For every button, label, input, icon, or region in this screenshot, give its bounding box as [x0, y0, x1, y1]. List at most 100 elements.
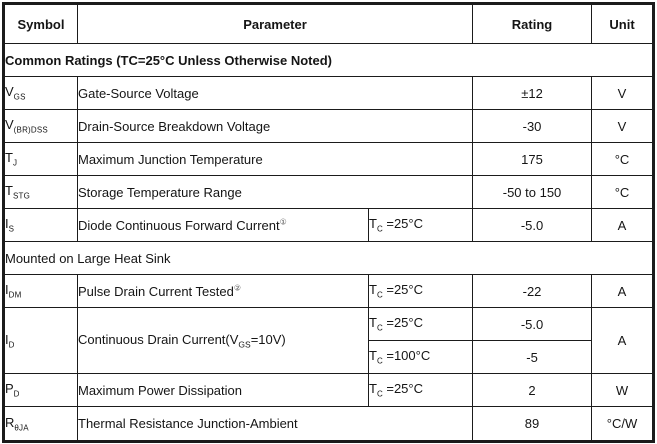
condition-base: T: [369, 216, 377, 232]
condition-cell: TC =100°C: [367, 340, 474, 374]
symbol-subscript: STG: [12, 191, 30, 201]
parameter-text: Continuous Drain Current(V: [78, 331, 239, 347]
parameter-cell: Maximum Power Dissipation: [77, 373, 369, 407]
symbol-cell: IDM: [3, 274, 78, 308]
rating-cell: -50 to 150: [472, 175, 593, 209]
condition-base: T: [369, 315, 377, 331]
table-row-rthja: RθJA Thermal Resistance Junction-Ambient…: [3, 406, 655, 442]
unit-cell: A: [591, 208, 655, 242]
rating-cell: -22: [472, 274, 593, 308]
condition-base: T: [369, 348, 377, 364]
parameter-cell: Maximum Junction Temperature: [76, 142, 474, 176]
symbol-base: T: [5, 183, 13, 199]
parameter-text: Pulse Drain Current Tested: [78, 283, 234, 299]
symbol-base: P: [5, 381, 14, 397]
unit-cell: °C: [591, 175, 655, 209]
condition-subscript: C: [376, 356, 383, 366]
symbol-cell: PD: [3, 373, 78, 407]
rating-cell: 89: [472, 406, 593, 442]
symbol-base: I: [5, 216, 9, 232]
parameter-cell: Drain-Source Breakdown Voltage: [76, 109, 474, 143]
parameter-text-end: =10V): [250, 331, 286, 347]
parameter-cell: Continuous Drain Current(VGS=10V): [77, 307, 369, 374]
symbol-cell: ID: [3, 307, 78, 374]
unit-cell: V: [591, 109, 655, 143]
table-row-vgs: VGS Gate-Source Voltage ±12 V: [3, 76, 655, 110]
parameter-cell: Diode Continuous Forward Current①: [77, 208, 369, 242]
table-row-id-25c: ID Continuous Drain Current(VGS=10V) TC …: [3, 307, 655, 374]
symbol-base: I: [5, 282, 9, 298]
condition-value: =25°C: [382, 216, 423, 232]
symbol-cell: RθJA: [3, 406, 78, 442]
condition-base: T: [369, 381, 377, 397]
unit-cell: A: [591, 274, 655, 308]
rating-cell: 175: [472, 142, 593, 176]
condition-value: =100°C: [382, 348, 431, 364]
symbol-cell: V(BR)DSS: [3, 109, 78, 143]
symbol-subscript: θJA: [14, 423, 29, 433]
symbol-subscript: S: [8, 224, 15, 234]
column-header-parameter: Parameter: [76, 3, 474, 44]
rating-cell: -30: [472, 109, 593, 143]
condition-base: T: [369, 282, 377, 298]
table-row-id-100c: TC =100°C -5: [4, 340, 654, 374]
section-header-common-ratings: Common Ratings (TC=25°C Unless Otherwise…: [2, 43, 655, 77]
symbol-base: R: [5, 414, 15, 430]
symbol-cell: TSTG: [3, 175, 78, 209]
unit-cell: V: [591, 76, 655, 110]
symbol-subscript: D: [8, 340, 15, 350]
table-row-idm: IDM Pulse Drain Current Tested② TC =25°C…: [3, 274, 655, 308]
condition-cell: TC =25°C: [367, 208, 474, 242]
unit-cell: °C/W: [591, 406, 655, 442]
column-header-symbol: Symbol: [3, 3, 78, 44]
condition-subscript: C: [376, 323, 383, 333]
condition-value: =25°C: [382, 381, 423, 397]
table-row-tstg: TSTG Storage Temperature Range -50 to 15…: [3, 175, 655, 209]
rating-cell: ±12: [472, 76, 593, 110]
column-header-unit: Unit: [591, 3, 655, 44]
rating-cell: -5.0: [472, 208, 593, 242]
condition-subscript: C: [376, 224, 383, 234]
symbol-cell: IS: [3, 208, 78, 242]
header-row: Symbol Parameter Rating Unit: [3, 3, 655, 44]
parameter-cell: Pulse Drain Current Tested②: [77, 274, 369, 308]
condition-value: =25°C: [382, 282, 423, 298]
symbol-subscript: J: [12, 158, 18, 168]
table-row-pd: PD Maximum Power Dissipation TC =25°C 2 …: [3, 373, 655, 407]
rating-cell: -5: [472, 340, 593, 374]
condition-subscript: C: [376, 290, 383, 300]
unit-cell: °C: [591, 142, 655, 176]
condition-cell: TC =25°C: [367, 274, 474, 308]
footnote-1-superscript: ①: [279, 217, 287, 227]
condition-cell: TC =25°C: [367, 373, 474, 407]
rating-cell: 2: [472, 373, 593, 407]
parameter-cell: Storage Temperature Range: [76, 175, 474, 209]
symbol-cell: TJ: [3, 142, 78, 176]
column-header-rating: Rating: [472, 3, 593, 44]
table-row-is: IS Diode Continuous Forward Current① TC …: [3, 208, 655, 242]
table-row-vbrdss: V(BR)DSS Drain-Source Breakdown Voltage …: [3, 109, 655, 143]
section-row-common: Common Ratings (TC=25°C Unless Otherwise…: [2, 43, 655, 77]
symbol-subscript: GS: [13, 92, 26, 102]
section-header-heatsink: Mounted on Large Heat Sink: [2, 241, 655, 275]
condition-cell: TC =25°C: [367, 307, 474, 341]
symbol-subscript: (BR)DSS: [13, 125, 48, 135]
unit-cell: W: [591, 373, 655, 407]
footnote-2-superscript: ②: [233, 283, 242, 293]
symbol-base: T: [5, 150, 13, 166]
symbol-subscript: DM: [8, 290, 22, 300]
symbol-cell: VGS: [3, 76, 78, 110]
symbol-base: I: [5, 331, 9, 347]
condition-value: =25°C: [382, 315, 423, 331]
symbol-base: V: [5, 84, 14, 100]
parameter-text: Diode Continuous Forward Current: [78, 217, 280, 233]
parameter-subscript: GS: [238, 339, 251, 350]
parameter-cell: Thermal Resistance Junction-Ambient: [76, 406, 474, 442]
section-row-heatsink: Mounted on Large Heat Sink: [2, 241, 655, 275]
unit-cell: A: [591, 307, 655, 374]
rating-cell: -5.0: [472, 307, 593, 341]
symbol-subscript: D: [13, 389, 20, 399]
symbol-base: V: [5, 117, 14, 133]
